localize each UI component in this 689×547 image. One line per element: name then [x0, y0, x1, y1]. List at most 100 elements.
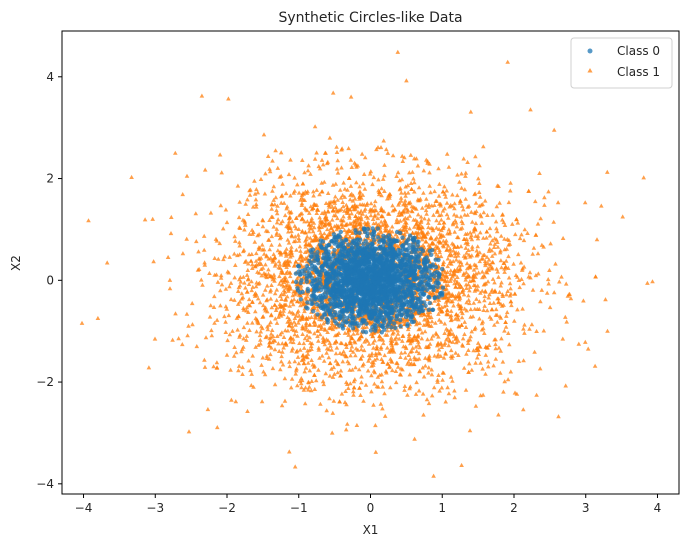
class-1-point-296 [235, 183, 241, 188]
class-1-point-3485 [394, 360, 399, 365]
class-1-point-3627 [585, 346, 591, 351]
class-1-point-3543 [398, 198, 404, 203]
class-1-point-3342 [399, 211, 404, 216]
class-0-point-883 [349, 245, 355, 250]
class-1-point-1507 [494, 204, 500, 209]
class-1-point-950 [245, 197, 250, 202]
class-1-point-3463 [299, 316, 304, 321]
class-1-point-2696 [230, 328, 235, 333]
class-1-point-2870 [324, 346, 330, 351]
class-1-point-268 [462, 306, 467, 311]
class-1-point-3725 [399, 350, 404, 355]
class-1-point-2034 [292, 188, 297, 193]
class-1-point-403 [436, 213, 442, 218]
class-1-point-3362 [506, 254, 511, 259]
class-1-point-2159 [279, 194, 284, 199]
class-1-point-2774 [299, 376, 304, 381]
class-1-point-2180 [490, 276, 496, 281]
class-1-point-423 [263, 262, 268, 267]
class-1-point-79 [459, 203, 465, 208]
class-1-point-2811 [252, 178, 257, 183]
class-1-point-2935 [151, 259, 156, 264]
class-1-point-2916 [432, 189, 437, 194]
class-1-point-1530 [241, 247, 247, 252]
class-1-point-2481 [415, 320, 420, 325]
class-1-point-1165 [233, 399, 239, 404]
class-1-point-3719 [261, 132, 267, 137]
class-1-point-2856 [436, 297, 442, 302]
class-1-point-2628 [400, 333, 405, 338]
class-1-point-150 [302, 309, 307, 314]
class-1-point-3103 [295, 182, 300, 187]
class-1-point-2732 [252, 191, 258, 196]
class-1-point-3690 [284, 285, 289, 290]
class-1-point-331 [341, 180, 346, 185]
class-0-point-712 [356, 323, 361, 329]
class-1-point-2829 [496, 274, 501, 279]
class-1-point-1765 [458, 198, 463, 203]
class-1-point-1072 [455, 253, 461, 258]
class-1-point-3291 [349, 164, 355, 169]
class-1-point-2701 [385, 345, 390, 350]
class-1-point-1542 [301, 345, 307, 350]
class-1-point-2873 [417, 221, 423, 226]
class-1-point-677 [268, 296, 274, 301]
class-1-point-900 [202, 167, 208, 172]
class-1-point-3384 [305, 351, 311, 356]
class-1-point-2426 [412, 436, 417, 441]
class-0-point-218 [423, 303, 428, 308]
class-1-point-3730 [152, 336, 158, 341]
class-1-point-1297 [425, 312, 430, 317]
class-1-point-3211 [360, 192, 366, 197]
class-1-point-3162 [321, 321, 326, 326]
class-1-point-3596 [503, 264, 508, 269]
class-1-point-1898 [176, 336, 181, 341]
class-1-point-3272 [459, 225, 465, 230]
class-1-point-3070 [444, 312, 450, 317]
class-1-point-1776 [495, 239, 500, 244]
class-1-point-3782 [483, 344, 489, 349]
class-1-point-2215 [489, 316, 494, 321]
class-1-point-1825 [441, 259, 446, 264]
class-1-point-2907 [486, 295, 491, 300]
class-1-point-107 [431, 385, 437, 390]
class-1-point-2110 [219, 170, 224, 175]
class-1-point-3612 [447, 204, 452, 209]
class-1-point-2492 [502, 266, 507, 271]
class-1-point-2285 [467, 337, 473, 342]
class-1-point-3143 [489, 287, 495, 292]
class-1-point-3574 [267, 340, 272, 345]
class-1-point-1342 [501, 389, 506, 394]
class-1-point-193 [218, 288, 223, 293]
class-1-point-3321 [356, 367, 362, 372]
class-1-point-2549 [492, 251, 498, 256]
class-1-point-2359 [466, 247, 471, 252]
class-1-point-1233 [202, 357, 207, 362]
class-1-point-158 [503, 324, 509, 329]
class-1-point-1006 [242, 227, 247, 232]
class-1-point-2939 [394, 220, 399, 225]
class-1-point-102 [348, 157, 354, 162]
class-0-point-903 [338, 229, 343, 235]
class-1-point-3118 [472, 306, 478, 311]
class-1-point-1582 [393, 380, 399, 385]
class-1-point-1205 [339, 391, 345, 396]
class-1-point-1023 [224, 352, 230, 357]
class-1-point-3427 [253, 316, 258, 321]
class-1-point-3002 [370, 333, 376, 338]
class-1-point-307 [463, 277, 468, 282]
class-1-point-3150 [275, 217, 281, 222]
class-1-point-2597 [281, 279, 287, 284]
class-1-point-2457 [472, 283, 478, 288]
class-1-point-3616 [397, 187, 403, 192]
class-1-point-3231 [406, 201, 412, 206]
class-1-point-2145 [334, 166, 340, 171]
class-1-point-1633 [519, 232, 524, 237]
class-1-point-3215 [325, 190, 331, 195]
class-1-point-2825 [403, 220, 408, 225]
class-1-point-3083 [381, 138, 386, 143]
class-1-point-239 [215, 425, 220, 430]
class-1-point-3186 [194, 239, 199, 244]
class-1-point-3076 [340, 351, 345, 356]
class-1-point-267 [317, 355, 322, 360]
